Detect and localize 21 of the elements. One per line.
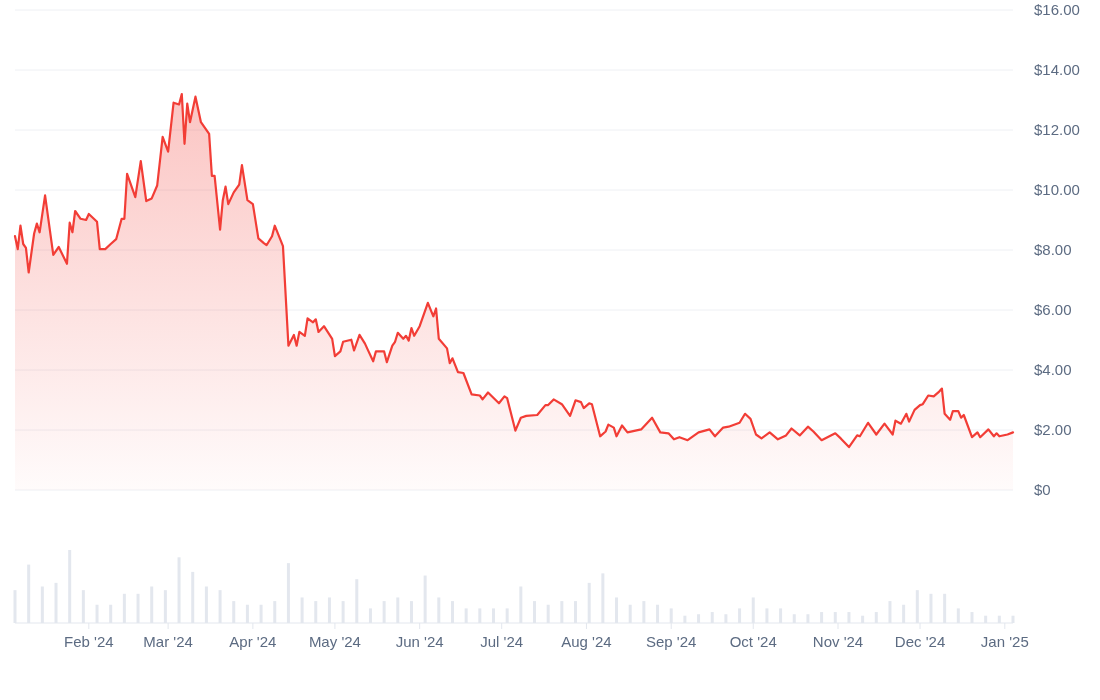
x-tick-label: Nov '24 [812,633,864,650]
y-tick-label: $12.00 [1034,121,1080,138]
y-tick-label: $6.00 [1034,301,1072,318]
x-tick-label: Jun '24 [395,633,444,650]
x-tick-label: Dec '24 [894,633,946,650]
x-tick-label: Oct '24 [729,633,777,650]
x-tick-label: Aug '24 [561,633,612,650]
x-tick-label: Mar '24 [143,633,193,650]
y-tick-label: $16.00 [1034,1,1080,18]
y-tick-label: $10.00 [1034,181,1080,198]
y-tick-label: $0 [1034,481,1051,498]
x-tick-label: Jul '24 [480,633,524,650]
y-tick-label: $2.00 [1034,421,1072,438]
y-tick-label: $8.00 [1034,241,1072,258]
x-tick-label: May '24 [308,633,361,650]
x-tick-label: Apr '24 [229,633,277,650]
x-tick-label: Sep '24 [646,633,697,650]
y-tick-label: $14.00 [1034,61,1080,78]
x-tick-label: Jan '25 [980,633,1029,650]
y-tick-label: $4.00 [1034,361,1072,378]
x-tick-label: Feb '24 [64,633,114,650]
